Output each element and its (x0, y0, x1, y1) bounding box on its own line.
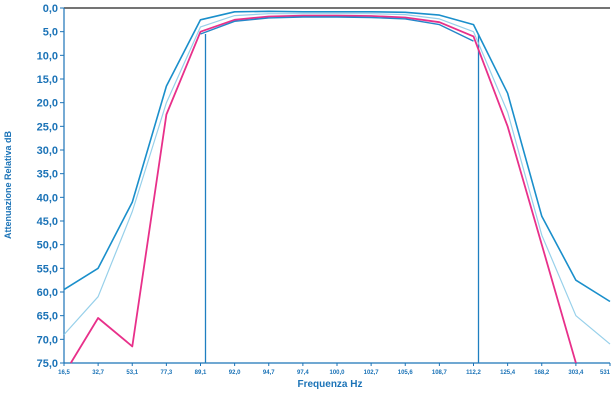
x-tick-label: 108,7 (432, 370, 448, 376)
x-tick-label: 92,0 (229, 370, 241, 376)
y-tick-label: 25,0 (37, 121, 58, 133)
y-tick-label: 50,0 (37, 240, 58, 252)
y-tick-label: 70,0 (37, 334, 58, 346)
y-tick-label: 75,0 (37, 358, 58, 370)
x-tick-label: 89,1 (195, 370, 207, 376)
x-tick-label: 97,4 (297, 370, 309, 376)
y-tick-label: 65,0 (37, 311, 58, 323)
x-axis-label: Frequenza Hz (297, 379, 362, 390)
y-tick-label: 55,0 (37, 263, 58, 275)
y-axis-label: Attenuazione Relativa dB (3, 130, 13, 239)
x-tick-label: 168,2 (534, 370, 550, 376)
series-group (63, 10, 611, 364)
x-tick-label: 531 (600, 370, 611, 376)
y-tick-label: 20,0 (37, 98, 58, 110)
x-tick-label: 105,6 (398, 370, 414, 376)
x-tick-label: 112,2 (466, 370, 481, 376)
series-line-2 (70, 14, 577, 364)
x-tick-labels: 16,5 32,7 53,1 77,3 89,1 92,0 94,7 97,4 100,0 102… (58, 363, 611, 376)
x-tick-label: 94,7 (263, 370, 275, 376)
y-tick-label: 10,0 (37, 50, 58, 62)
x-tick-label: 16,5 (58, 370, 70, 376)
y-tick-label: 35,0 (37, 169, 58, 181)
y-tick-label: 5,0 (43, 27, 58, 39)
y-tick-labels: 0,0 5,0 10,0 15,0 20,0 25,0 30,0 35,0 40,0 45,0 50… (37, 3, 64, 370)
x-tick-label: 53,1 (126, 370, 138, 376)
x-tick-label: 102,7 (364, 370, 380, 376)
series-line-1 (63, 10, 611, 303)
series-line-4 (63, 13, 611, 345)
y-tick-label: 40,0 (37, 192, 58, 204)
x-tick-label: 32,7 (92, 370, 104, 376)
y-tick-label: 45,0 (37, 216, 58, 228)
x-tick-label: 303,4 (568, 370, 584, 376)
vertical-markers (204, 34, 480, 363)
y-tick-label: 30,0 (37, 145, 58, 157)
y-tick-label: 60,0 (37, 287, 58, 299)
series-line-3 (200, 16, 474, 42)
x-tick-label: 100,0 (329, 370, 345, 376)
x-tick-label: 77,3 (161, 370, 173, 376)
y-tick-label: 0,0 (43, 3, 58, 15)
y-tick-label: 15,0 (37, 74, 58, 86)
x-tick-label: 125,4 (500, 370, 516, 376)
